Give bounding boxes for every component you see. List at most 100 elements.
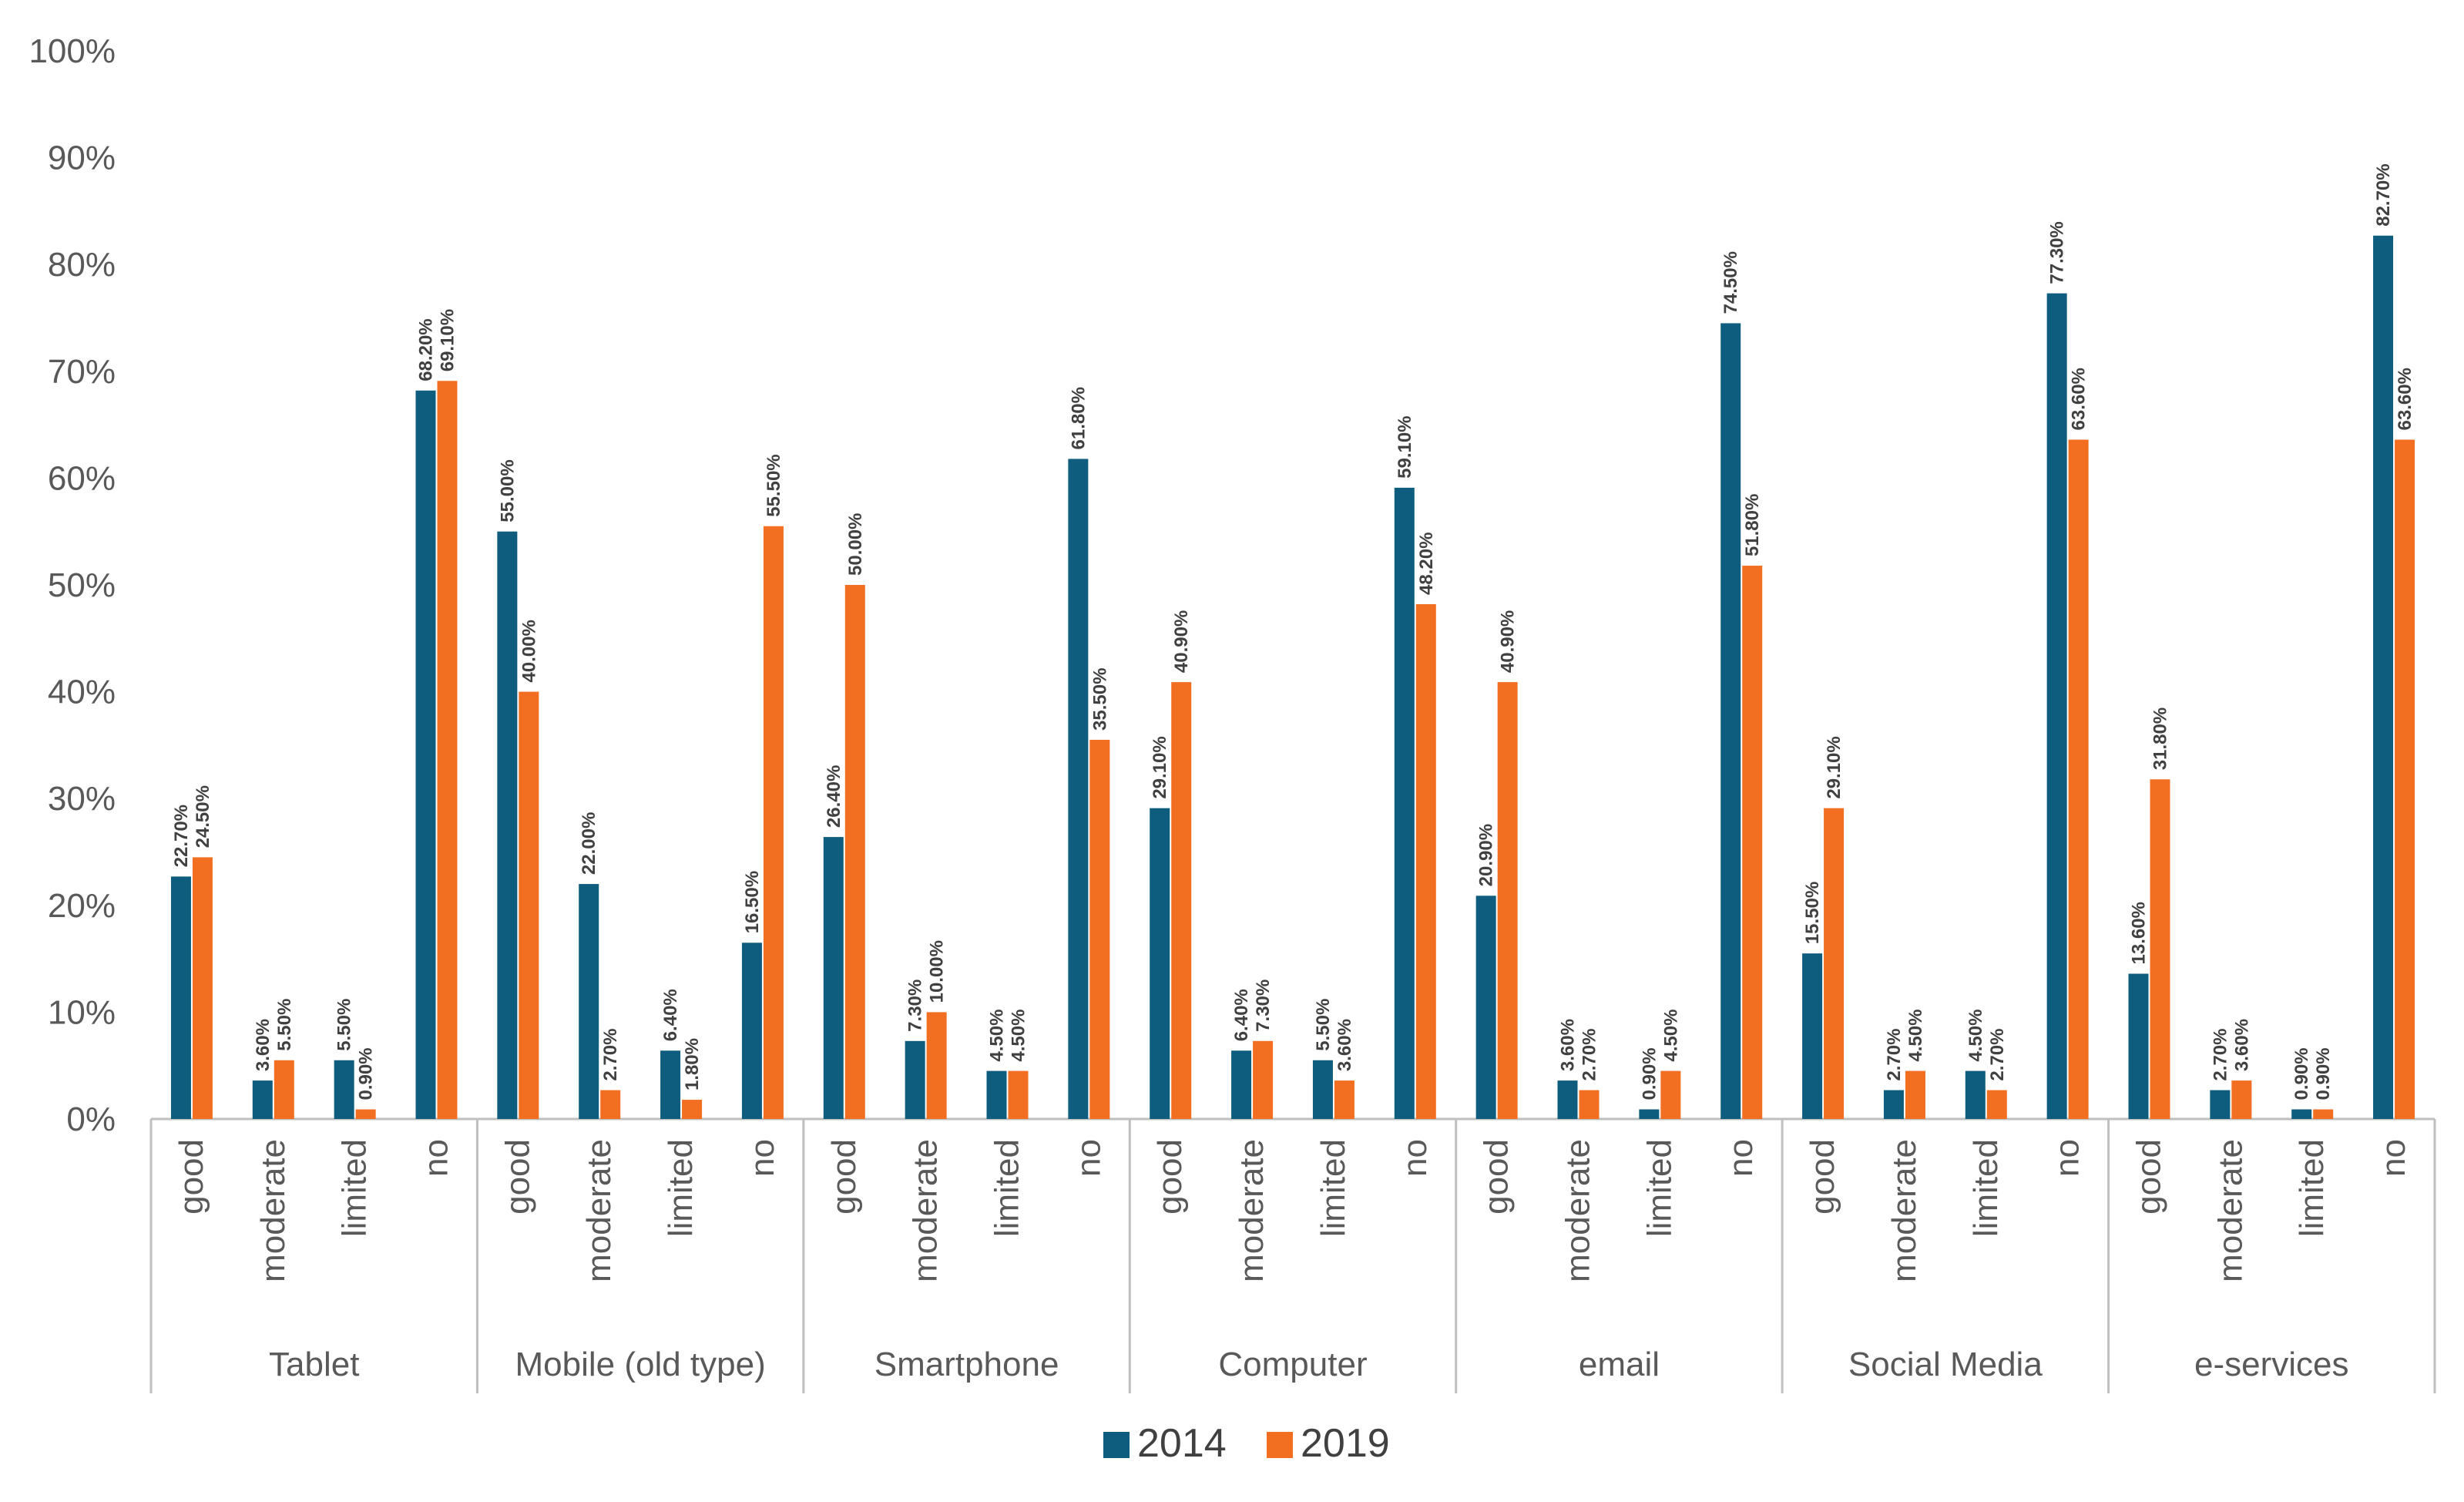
bar-2019: [1253, 1040, 1274, 1119]
bar-2019: [1008, 1070, 1029, 1119]
bar-2019: [1497, 682, 1518, 1119]
bar-2019: [1334, 1080, 1355, 1119]
data-label: 31.80%: [2150, 707, 2171, 770]
legend-label: 2019: [1301, 1421, 1390, 1466]
legend-swatch: [1267, 1432, 1293, 1458]
data-label: 3.60%: [2231, 1019, 2252, 1071]
data-label: 3.60%: [1558, 1019, 1579, 1071]
bar-2014: [2373, 235, 2394, 1119]
group-label: e-services: [2194, 1346, 2349, 1383]
category-label: no: [418, 1139, 455, 1177]
data-label: 63.60%: [2395, 368, 2415, 430]
data-label: 3.60%: [1334, 1019, 1355, 1071]
data-label: 40.90%: [1171, 610, 1192, 673]
category-label: moderate: [1233, 1139, 1271, 1282]
data-label: 1.80%: [682, 1038, 703, 1090]
data-label: 20.90%: [1476, 824, 1497, 886]
category-label: limited: [2293, 1139, 2331, 1237]
category-label: good: [499, 1139, 536, 1215]
data-label: 69.10%: [438, 309, 458, 371]
y-tick-label: 70%: [48, 353, 116, 391]
bar-2019: [274, 1060, 294, 1119]
data-label: 4.50%: [1905, 1010, 1926, 1062]
bar-2014: [415, 390, 436, 1119]
category-label: good: [1478, 1139, 1516, 1215]
bar-2014: [1720, 323, 1741, 1120]
group-label: Mobile (old type): [515, 1346, 766, 1383]
legend-item-2019: 2019: [1267, 1421, 1390, 1466]
data-label: 3.60%: [253, 1019, 274, 1071]
category-label: good: [173, 1139, 210, 1215]
bar-2019: [763, 526, 784, 1119]
bar-2014: [1639, 1109, 1660, 1119]
data-label: 0.90%: [356, 1047, 377, 1100]
data-label: 22.70%: [171, 805, 192, 867]
bar-2014: [2046, 293, 2067, 1119]
bar-2014: [2128, 973, 2149, 1119]
bar-2014: [1150, 808, 1170, 1119]
data-label: 2.70%: [2210, 1029, 2231, 1081]
data-label: 22.00%: [579, 812, 599, 875]
bar-2014: [579, 884, 599, 1119]
y-tick-label: 10%: [48, 993, 116, 1031]
bar-2019: [1905, 1070, 1925, 1119]
bar-2019: [192, 857, 213, 1119]
data-label: 55.50%: [764, 454, 784, 516]
y-tick-label: 50%: [48, 566, 116, 604]
data-label: 7.30%: [905, 979, 926, 1032]
category-label: no: [1722, 1139, 1760, 1177]
category-label: no: [2049, 1139, 2086, 1177]
data-label: 2.70%: [600, 1029, 621, 1081]
y-tick-label: 80%: [48, 246, 116, 284]
bar-2019: [1415, 603, 1436, 1119]
data-label: 29.10%: [1150, 736, 1170, 798]
data-label: 13.60%: [2129, 902, 2150, 964]
category-label: good: [1804, 1139, 1841, 1215]
bar-2019: [844, 585, 865, 1119]
data-label: 35.50%: [1089, 668, 1110, 731]
bar-2019: [1171, 682, 1192, 1119]
y-tick-label: 40%: [48, 674, 116, 711]
bar-2019: [2313, 1109, 2334, 1119]
bar-2019: [1986, 1090, 2007, 1119]
data-label: 48.20%: [1416, 533, 1437, 595]
data-label: 74.50%: [1720, 251, 1741, 314]
data-label: 5.50%: [1313, 999, 1334, 1051]
group-label: email: [1579, 1346, 1660, 1383]
data-label: 4.50%: [1009, 1010, 1029, 1062]
category-label: limited: [1640, 1139, 1678, 1237]
category-label: no: [2375, 1139, 2412, 1177]
bar-2014: [905, 1040, 925, 1119]
bar-2019: [1660, 1070, 1681, 1119]
bar-2014: [170, 876, 191, 1119]
bar-2014: [2210, 1090, 2231, 1119]
bar-2014: [741, 943, 762, 1119]
category-label: moderate: [907, 1139, 945, 1282]
bar-2014: [1557, 1080, 1578, 1119]
category-label: limited: [1314, 1139, 1352, 1237]
category-label: good: [825, 1139, 863, 1215]
data-label: 10.00%: [927, 940, 948, 1003]
bar-2014: [986, 1070, 1007, 1119]
data-label: 55.00%: [497, 459, 518, 522]
bar-2019: [600, 1090, 621, 1119]
bar-2014: [497, 531, 518, 1119]
bar-2014: [1965, 1070, 1986, 1119]
legend-swatch: [1103, 1432, 1130, 1458]
group-label: Tablet: [269, 1346, 359, 1383]
data-label: 16.50%: [742, 871, 763, 933]
bar-2014: [334, 1060, 354, 1119]
legend-label: 2014: [1137, 1421, 1227, 1466]
data-label: 61.80%: [1068, 387, 1089, 449]
category-label: moderate: [580, 1139, 618, 1282]
bar-2019: [2395, 439, 2415, 1119]
bar-2014: [1883, 1090, 1904, 1119]
bar-2019: [437, 381, 458, 1119]
bar-2019: [2068, 439, 2089, 1119]
data-label: 29.10%: [1824, 736, 1845, 798]
category-label: limited: [662, 1139, 700, 1237]
data-label: 59.10%: [1395, 415, 1415, 478]
data-label: 2.70%: [1884, 1029, 1905, 1081]
